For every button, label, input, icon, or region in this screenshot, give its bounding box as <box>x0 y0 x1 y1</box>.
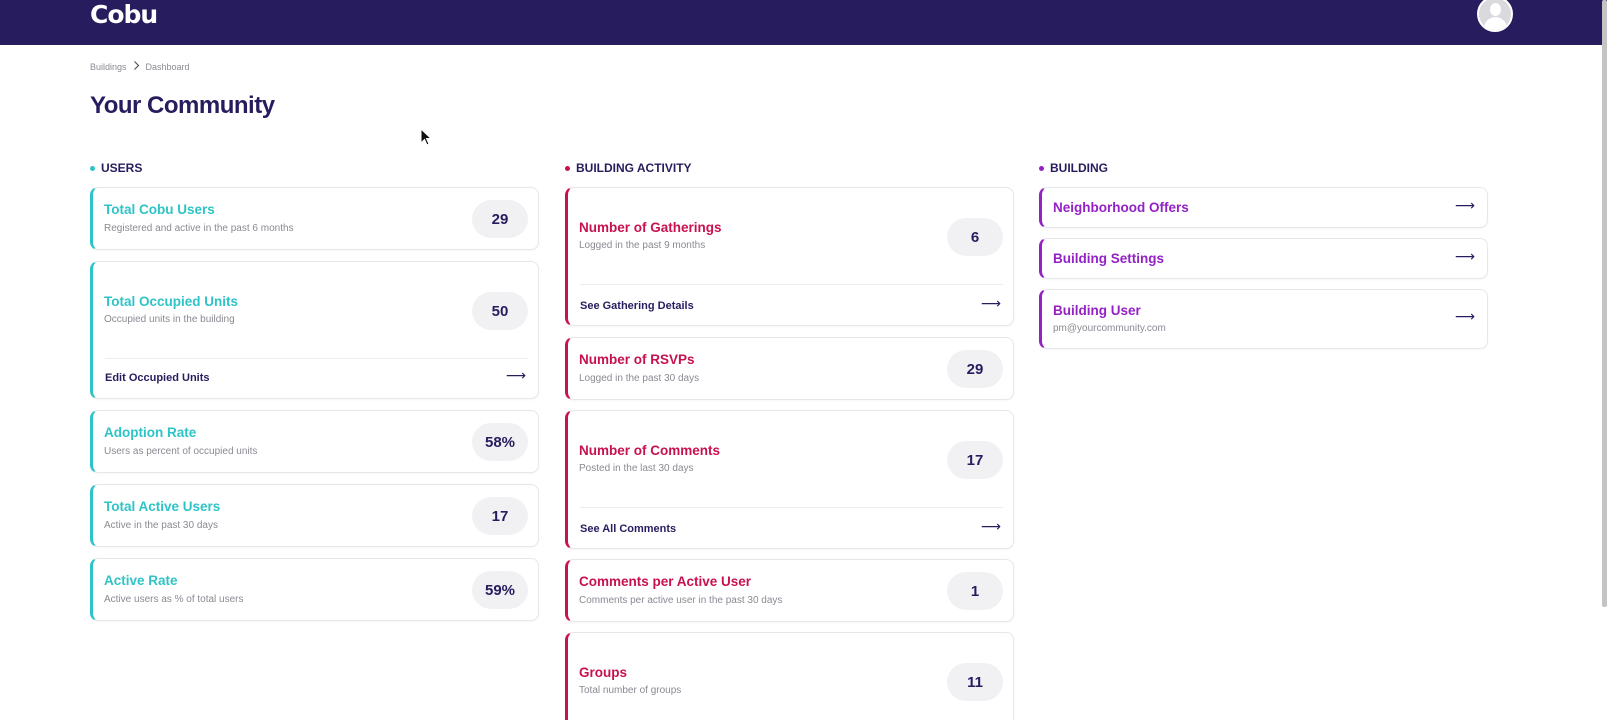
mouse-cursor-icon <box>420 127 433 151</box>
cobu-logo[interactable]: Cobu <box>90 0 158 29</box>
card-subtitle: Occupied units in the building <box>104 314 235 325</box>
users-dot-icon <box>90 165 95 171</box>
metric-value: 58% <box>472 423 528 461</box>
metric-value: 6 <box>947 218 1003 256</box>
card-title: Number of Gatherings <box>579 220 722 235</box>
card-subtitle: Active users as % of total users <box>104 594 244 605</box>
card-subtitle: pm@yourcommunity.com <box>1053 323 1166 334</box>
metric-value: 29 <box>947 350 1003 388</box>
card-title: Number of Comments <box>579 443 721 458</box>
arrow-right-icon[interactable]: ⟶ <box>980 519 1001 535</box>
card-building-settings[interactable]: Building Settings ⟶ <box>1039 238 1488 279</box>
card-total-active-users[interactable]: Total Active Users Active in the past 30… <box>90 484 539 547</box>
card-title: Total Occupied Units <box>104 294 239 309</box>
see-all-comments-link[interactable]: See All Comments <box>580 523 677 535</box>
card-title: Total Cobu Users <box>104 202 215 217</box>
card-subtitle: Active in the past 30 days <box>104 520 218 531</box>
activity-dot-icon <box>565 165 570 171</box>
section-users: USERS <box>90 161 142 175</box>
card-number-of-comments[interactable]: Number of Comments Posted in the last 30… <box>565 410 1014 549</box>
avatar-head <box>1490 3 1501 16</box>
section-building-label: BUILDING <box>1050 161 1108 175</box>
card-divider <box>580 284 1003 285</box>
card-total-cobu-users[interactable]: Total Cobu Users Registered and active i… <box>90 187 539 250</box>
section-users-label: USERS <box>101 161 143 175</box>
card-adoption-rate[interactable]: Adoption Rate Users as percent of occupi… <box>90 410 539 473</box>
metric-value: 29 <box>472 200 528 238</box>
page-title: Your Community <box>90 92 275 119</box>
breadcrumb-dashboard: Dashboard <box>145 62 190 72</box>
card-number-of-rsvps[interactable]: Number of RSVPs Logged in the past 30 da… <box>565 337 1014 400</box>
see-gathering-details-link[interactable]: See Gathering Details <box>580 300 694 312</box>
section-activity: BUILDING ACTIVITY <box>565 161 692 175</box>
card-active-rate[interactable]: Active Rate Active users as % of total u… <box>90 558 539 621</box>
card-title: Adoption Rate <box>104 425 197 440</box>
arrow-right-icon[interactable]: ⟶ <box>1454 309 1475 325</box>
card-subtitle: Registered and active in the past 6 mont… <box>104 223 294 234</box>
breadcrumb-buildings[interactable]: Buildings <box>90 62 127 72</box>
card-title: Active Rate <box>104 573 178 588</box>
card-title: Total Active Users <box>104 499 221 514</box>
card-title: Groups <box>579 665 628 680</box>
metric-value: 1 <box>947 572 1003 610</box>
breadcrumb: Buildings Dashboard <box>90 61 190 73</box>
card-subtitle: Total number of groups <box>579 685 682 696</box>
card-subtitle: Logged in the past 9 months <box>579 240 706 251</box>
card-groups[interactable]: Groups Total number of groups 11 <box>565 632 1014 720</box>
page-scrollbar[interactable] <box>1602 0 1607 607</box>
metric-value: 11 <box>947 663 1003 701</box>
user-avatar-icon[interactable] <box>1477 0 1513 32</box>
arrow-right-icon[interactable]: ⟶ <box>1454 198 1475 214</box>
card-title: Building Settings <box>1053 251 1164 266</box>
card-subtitle: Logged in the past 30 days <box>579 373 700 384</box>
card-comments-per-active-user[interactable]: Comments per Active User Comments per ac… <box>565 559 1014 622</box>
metric-value: 17 <box>472 497 528 535</box>
avatar-body <box>1484 17 1507 30</box>
arrow-right-icon[interactable]: ⟶ <box>1454 249 1475 265</box>
card-divider <box>580 507 1003 508</box>
card-subtitle: Users as percent of occupied units <box>104 446 258 457</box>
card-subtitle: Comments per active user in the past 30 … <box>579 595 783 606</box>
arrow-right-icon[interactable]: ⟶ <box>980 296 1001 312</box>
metric-value: 17 <box>947 441 1003 479</box>
card-number-of-gatherings[interactable]: Number of Gatherings Logged in the past … <box>565 187 1014 326</box>
metric-value: 50 <box>472 292 528 330</box>
metric-value: 59% <box>472 571 528 609</box>
card-title: Neighborhood Offers <box>1053 200 1189 215</box>
card-total-occupied-units[interactable]: Total Occupied Units Occupied units in t… <box>90 261 539 399</box>
section-building: BUILDING <box>1039 161 1108 175</box>
section-activity-label: BUILDING ACTIVITY <box>576 161 692 175</box>
card-building-user[interactable]: Building User pm@yourcommunity.com ⟶ <box>1039 289 1488 349</box>
chevron-right-icon <box>133 61 140 73</box>
card-divider <box>105 358 528 359</box>
card-title: Building User <box>1053 303 1141 318</box>
top-navbar: Cobu <box>0 0 1607 45</box>
card-subtitle: Posted in the last 30 days <box>579 463 694 474</box>
edit-occupied-units-link[interactable]: Edit Occupied Units <box>105 372 210 384</box>
card-title: Number of RSVPs <box>579 352 695 367</box>
card-neighborhood-offers[interactable]: Neighborhood Offers ⟶ <box>1039 187 1488 228</box>
arrow-right-icon[interactable]: ⟶ <box>505 368 526 384</box>
building-dot-icon <box>1039 165 1044 171</box>
card-title: Comments per Active User <box>579 574 752 589</box>
